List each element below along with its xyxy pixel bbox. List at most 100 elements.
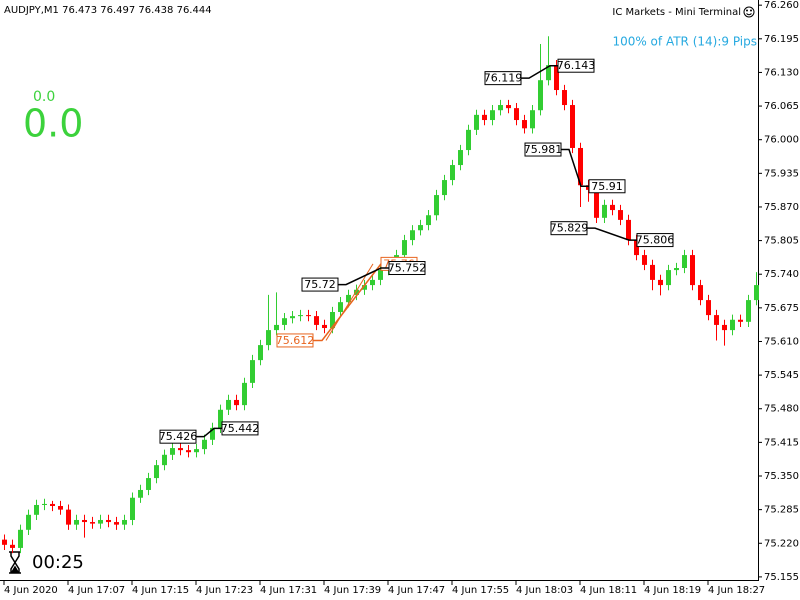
y-tick-label: 75.350 bbox=[764, 471, 799, 482]
candle-body bbox=[26, 514, 31, 530]
x-tick-label: 4 Jun 18:03 bbox=[516, 585, 573, 596]
candle-body bbox=[658, 279, 663, 286]
candle-body bbox=[306, 315, 311, 317]
swing-from-label: 75.72 bbox=[304, 278, 336, 291]
candle-body bbox=[210, 427, 215, 440]
spread-small: 0.0 bbox=[33, 89, 55, 105]
swing-line bbox=[561, 148, 589, 188]
candle-body bbox=[418, 225, 423, 231]
candle-body bbox=[146, 478, 151, 490]
candle-body bbox=[82, 519, 87, 523]
candle-body bbox=[602, 204, 607, 218]
candle-body bbox=[266, 330, 271, 346]
candle-body bbox=[10, 544, 15, 548]
x-tick-label: 4 Jun 18:19 bbox=[644, 585, 701, 596]
smiley-icon bbox=[743, 6, 755, 18]
candle-body bbox=[202, 439, 207, 450]
candle-body bbox=[618, 210, 623, 220]
swing-line bbox=[587, 227, 637, 241]
x-tick-label: 4 Jun 17:23 bbox=[196, 585, 253, 596]
candle-body bbox=[74, 519, 79, 525]
orange-swing-from-label: 75.612 bbox=[276, 334, 315, 347]
candle-body bbox=[466, 129, 471, 151]
candle-body bbox=[50, 503, 55, 507]
candle-body bbox=[42, 503, 47, 505]
y-tick-label: 75.285 bbox=[764, 505, 799, 516]
candle-body bbox=[482, 114, 487, 121]
candle-body bbox=[562, 90, 567, 106]
candle-body bbox=[354, 289, 359, 295]
candle-body bbox=[346, 294, 351, 303]
candle-body bbox=[298, 315, 303, 317]
swing-line bbox=[521, 64, 558, 79]
y-tick-label: 75.610 bbox=[764, 336, 799, 347]
candle-body bbox=[634, 240, 639, 256]
candle-body bbox=[138, 489, 143, 498]
candle-body bbox=[650, 264, 655, 280]
swing-line bbox=[196, 427, 222, 438]
candle-body bbox=[90, 522, 95, 524]
candle-body bbox=[498, 105, 503, 111]
y-tick-label: 75.545 bbox=[764, 370, 799, 381]
swing-from-box bbox=[301, 277, 339, 292]
candle-body bbox=[162, 454, 167, 466]
spread-large: 0.0 bbox=[23, 102, 83, 146]
candle-body bbox=[522, 120, 527, 129]
swing-to-label: 75.806 bbox=[636, 234, 675, 247]
swing-from-box bbox=[159, 429, 197, 444]
swing-from-box bbox=[550, 221, 588, 236]
swing-to-box bbox=[557, 58, 595, 73]
x-tick-label: 4 Jun 17:07 bbox=[68, 585, 125, 596]
x-tick-label: 4 Jun 17:39 bbox=[324, 585, 381, 596]
candle-body bbox=[538, 80, 543, 111]
candle-body bbox=[410, 230, 415, 241]
candle-body bbox=[674, 268, 679, 271]
countdown-timer: 00:25 bbox=[32, 552, 84, 573]
candle-body bbox=[122, 519, 127, 525]
swing-from-label: 75.981 bbox=[524, 143, 563, 156]
x-tick-label: 4 Jun 18:11 bbox=[580, 585, 637, 596]
candle-body bbox=[226, 399, 231, 410]
swing-from-box bbox=[524, 142, 562, 157]
candle-body bbox=[610, 204, 615, 211]
y-tick-label: 75.155 bbox=[764, 572, 799, 583]
x-tick-label: 4 Jun 17:55 bbox=[452, 585, 509, 596]
candle-body bbox=[458, 150, 463, 166]
candle-body bbox=[186, 450, 191, 453]
candle-body bbox=[154, 465, 159, 479]
swing-to-box bbox=[221, 421, 259, 436]
y-tick-label: 75.740 bbox=[764, 269, 799, 280]
candle-body bbox=[178, 448, 183, 451]
swing-to-label: 75.91 bbox=[591, 180, 623, 193]
x-tick-label: 4 Jun 17:15 bbox=[132, 585, 189, 596]
candle-body bbox=[66, 509, 71, 525]
candle-body bbox=[402, 240, 407, 256]
candle-body bbox=[250, 360, 255, 383]
y-tick-label: 76.195 bbox=[764, 34, 799, 45]
swing-from-label: 75.829 bbox=[550, 222, 589, 235]
candle-body bbox=[18, 529, 23, 548]
candle-body bbox=[642, 255, 647, 265]
swing-to-box bbox=[388, 261, 426, 276]
candle-body bbox=[114, 522, 119, 525]
candle-body bbox=[698, 285, 703, 301]
candle-body bbox=[530, 110, 535, 129]
candle-body bbox=[330, 311, 335, 329]
candle-body bbox=[322, 324, 327, 329]
candle-body bbox=[450, 165, 455, 181]
candle-body bbox=[218, 409, 223, 428]
candle-body bbox=[722, 324, 727, 331]
y-tick-label: 75.805 bbox=[764, 236, 799, 247]
candle-body bbox=[282, 318, 287, 325]
x-tick-label: 4 Jun 2020 bbox=[4, 585, 58, 596]
candle-body bbox=[170, 448, 175, 455]
candle-body bbox=[242, 382, 247, 406]
candle-body bbox=[738, 319, 743, 322]
candle-body bbox=[426, 215, 431, 226]
orange-swing-line-2 bbox=[325, 263, 374, 341]
candle-body bbox=[274, 324, 279, 331]
y-tick-label: 75.870 bbox=[764, 202, 799, 213]
candle-body bbox=[338, 302, 343, 312]
